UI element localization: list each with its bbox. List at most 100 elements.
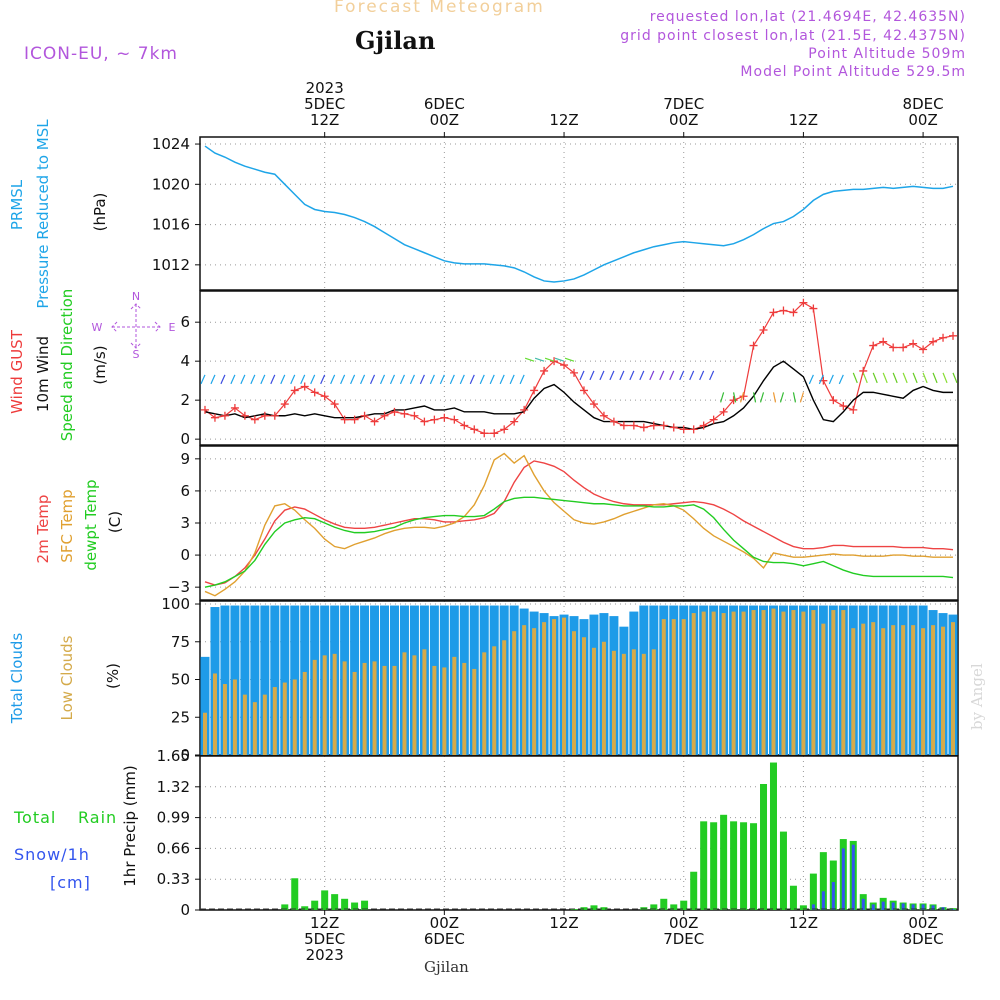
low-cloud-bar [831, 610, 836, 755]
low-cloud-bar [921, 628, 926, 755]
sfc-temp-line [204, 452, 954, 597]
wind-gust-marker [200, 405, 209, 414]
panel-1: 1012 1016 1020 1024 [152, 135, 959, 291]
low-cloud-bar [791, 610, 796, 755]
low-cloud-bar [821, 623, 826, 755]
low-cloud-bar [502, 640, 507, 755]
rain-bar [291, 878, 299, 910]
low-cloud-bar [252, 702, 257, 755]
wind-direction-arrow [379, 374, 386, 385]
rain-bar [789, 885, 797, 910]
wind-speed-line [204, 360, 954, 431]
low-cloud-bar [322, 655, 327, 755]
y-tick-label: 6 [180, 482, 190, 500]
panel-frame [199, 755, 959, 911]
low-cloud-bar [611, 650, 616, 755]
wind-gust-marker [629, 421, 638, 430]
wind-direction-arrow [689, 370, 695, 381]
low-cloud-bar [392, 665, 397, 755]
low-cloud-bar [552, 619, 557, 755]
snow-bar [861, 898, 865, 910]
wind-direction-arrow [369, 374, 376, 385]
low-cloud-bar [851, 628, 856, 755]
rain-bar [779, 831, 787, 910]
low-cloud-bar [262, 694, 267, 755]
wind-gust-marker [879, 337, 888, 346]
wind-direction-arrow [280, 374, 286, 385]
wind-gust-marker [490, 429, 499, 438]
top-time-label-line: 00Z [669, 111, 699, 129]
wind-direction-arrow [409, 374, 415, 385]
top-time-label-line: 7DEC [663, 95, 705, 113]
total-cloud-bar [270, 605, 280, 755]
rain-bar [750, 823, 758, 910]
y-tick-label: 1024 [152, 135, 190, 153]
low-cloud-bar [442, 667, 447, 755]
low-cloud-bar [741, 611, 746, 755]
low-cloud-bar [841, 610, 846, 755]
rain-bar [361, 900, 369, 910]
snow-bar [831, 882, 835, 910]
wind-direction-arrow [210, 374, 216, 385]
wind-gust-marker [779, 306, 788, 315]
wind-gust-marker [390, 407, 399, 416]
low-cloud-bar [951, 622, 956, 755]
y-tick-label: 3 [180, 514, 190, 532]
bottom-time-label-line: 7DEC [663, 930, 705, 948]
wind-direction-arrow [882, 372, 888, 384]
low-cloud-bar [671, 619, 676, 755]
wind-direction-arrow [320, 374, 326, 385]
panel-3: −3 0 3 6 9 [168, 445, 959, 601]
bottom-time-label: 00Z 7DEC [644, 915, 724, 947]
low-cloud-bar [202, 712, 207, 755]
top-time-label: 12Z [524, 112, 604, 128]
compass-e: E [169, 321, 176, 334]
wind-direction-arrow [290, 374, 296, 385]
low-cloud-bar [342, 661, 347, 755]
rain-bar [311, 900, 319, 910]
wind-direction-arrow [340, 374, 346, 385]
panel-frame [199, 445, 959, 601]
wind-direction-arrow [679, 370, 685, 381]
low-cloud-bar [492, 646, 497, 755]
wind-direction-arrow [564, 357, 575, 362]
low-cloud-bar [781, 611, 786, 755]
bottom-time-label-line: 00Z [429, 914, 460, 932]
rain-bar [720, 814, 728, 910]
wind-gust-marker [729, 396, 738, 405]
bottom-time-label-line: 8DEC [902, 930, 944, 948]
low-cloud-bar [771, 608, 776, 755]
wind-direction-arrow [399, 374, 406, 385]
wind-direction-arrow [838, 374, 844, 385]
low-cloud-bar [691, 613, 696, 755]
wind-direction-arrow [200, 374, 206, 385]
low-cloud-bar [751, 610, 756, 755]
wind-gust-marker [889, 343, 898, 352]
wind-direction-arrow [524, 357, 535, 362]
total-cloud-bar [280, 605, 290, 755]
low-cloud-bar [811, 610, 816, 755]
wind-direction-arrow [659, 370, 665, 381]
low-cloud-bar [432, 665, 437, 755]
wind-direction-arrow [479, 374, 485, 385]
wind-direction-arrow [669, 370, 675, 381]
wind-gust-marker [420, 417, 429, 426]
rain-bar [590, 905, 598, 910]
low-cloud-bar [542, 622, 547, 755]
rain-bar [700, 821, 708, 910]
panel-5: 0 0.33 0.66 0.99 1.32 1.65 [157, 747, 959, 919]
wind-gust-marker [659, 421, 668, 430]
wind-gust-marker [430, 415, 439, 424]
low-cloud-bar [711, 611, 716, 755]
low-cloud-bar [482, 652, 487, 755]
wind-gust-marker [809, 304, 818, 313]
low-cloud-bar [651, 649, 656, 755]
bottom-time-label-line: 12Z [549, 914, 579, 932]
wind-direction-arrow [952, 372, 958, 384]
wind-direction-arrow [300, 374, 306, 385]
low-cloud-bar [402, 652, 407, 755]
y-tick-label: 50 [171, 671, 190, 689]
wind-direction-arrow [599, 370, 605, 381]
snow-bar [951, 909, 955, 910]
wind-direction-arrow [709, 370, 715, 381]
